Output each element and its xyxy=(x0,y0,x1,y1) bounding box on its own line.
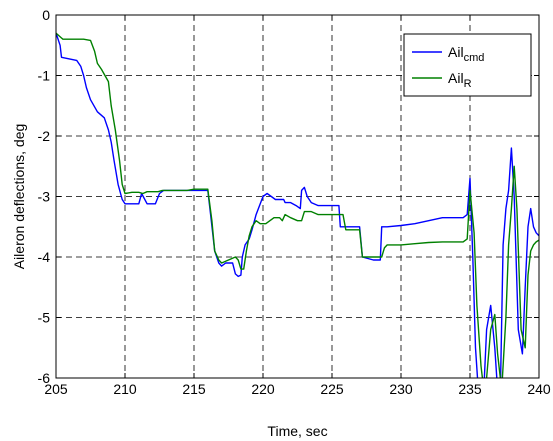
legend-entry-cmd: Ailcmd xyxy=(448,44,484,64)
x-tick-label: 230 xyxy=(389,381,413,397)
x-tick-label: 240 xyxy=(527,381,551,397)
x-tick-label: 220 xyxy=(251,381,275,397)
x-tick-label: 215 xyxy=(182,381,206,397)
tick-labels: 205 210 215 220 225 230 235 240 0 -1 -2 -3 -4 -5 -6 xyxy=(38,7,551,397)
series-line-cmd xyxy=(56,32,539,378)
legend-box xyxy=(403,33,532,97)
series-lines xyxy=(56,32,539,378)
x-tick-label: 205 xyxy=(44,381,68,397)
x-tick-label: 235 xyxy=(458,381,482,397)
x-axis-label: Time, sec xyxy=(267,423,327,439)
y-tick-label: -1 xyxy=(38,68,51,84)
y-tick-label: -3 xyxy=(38,189,51,205)
legend: Ailcmd AilR xyxy=(403,33,532,97)
series-line-r xyxy=(56,32,539,378)
y-axis-label: Aileron deflections, deg xyxy=(11,124,27,270)
y-tick-label: 0 xyxy=(42,7,50,23)
legend-entry-r: AilR xyxy=(448,70,472,90)
axis-ticks xyxy=(55,14,540,379)
y-tick-label: -4 xyxy=(38,249,51,265)
y-tick-label: -6 xyxy=(38,370,51,386)
y-tick-label: -2 xyxy=(38,128,51,144)
x-tick-label: 225 xyxy=(320,381,344,397)
y-tick-label: -5 xyxy=(38,310,51,326)
x-tick-label: 210 xyxy=(113,381,137,397)
